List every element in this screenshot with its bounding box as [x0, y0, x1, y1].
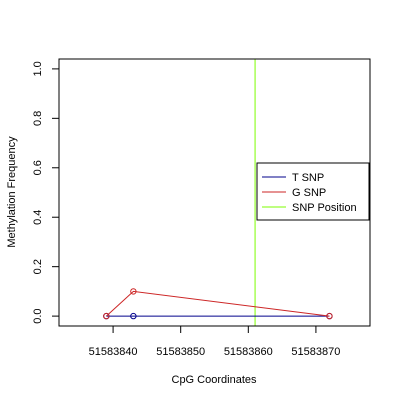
- y-tick-label: 1.0: [32, 61, 44, 76]
- x-tick-label: 51583840: [89, 346, 138, 358]
- series-line-g-snp: [105, 290, 330, 317]
- x-tick-label: 51583850: [156, 346, 205, 358]
- data-point-g-snp: [130, 288, 137, 295]
- x-tick-label: 51583870: [291, 346, 340, 358]
- x-tick-label: 51583860: [224, 346, 273, 358]
- data-point-t-snp: [130, 312, 137, 320]
- x-axis-label: CpG Coordinates: [172, 374, 257, 386]
- y-axis-label: Methylation Frequency: [6, 136, 18, 248]
- legend-entry-snp-position-label: SNP Position: [292, 202, 357, 214]
- y-tick-label: 0.8: [32, 111, 44, 126]
- legend: T SNP G SNP SNP Position: [256, 162, 370, 221]
- y-tick-label: 0.0: [32, 308, 44, 323]
- legend-entry-g-snp-label: G SNP: [292, 187, 326, 199]
- plot-frame: [58, 58, 371, 327]
- y-tick-label: 0.2: [32, 259, 44, 274]
- x-axis: 51583840 51583850 51583860 51583870: [89, 326, 340, 358]
- y-tick-label: 0.6: [32, 160, 44, 175]
- data-point-g-snp: [326, 312, 333, 320]
- y-tick-label: 0.4: [32, 210, 44, 225]
- plot-area: [103, 59, 333, 326]
- legend-entry-t-snp-label: T SNP: [292, 172, 324, 184]
- data-point-g-snp: [103, 312, 110, 320]
- y-axis: 0.0 0.2 0.4 0.6 0.8 1.0: [32, 61, 59, 324]
